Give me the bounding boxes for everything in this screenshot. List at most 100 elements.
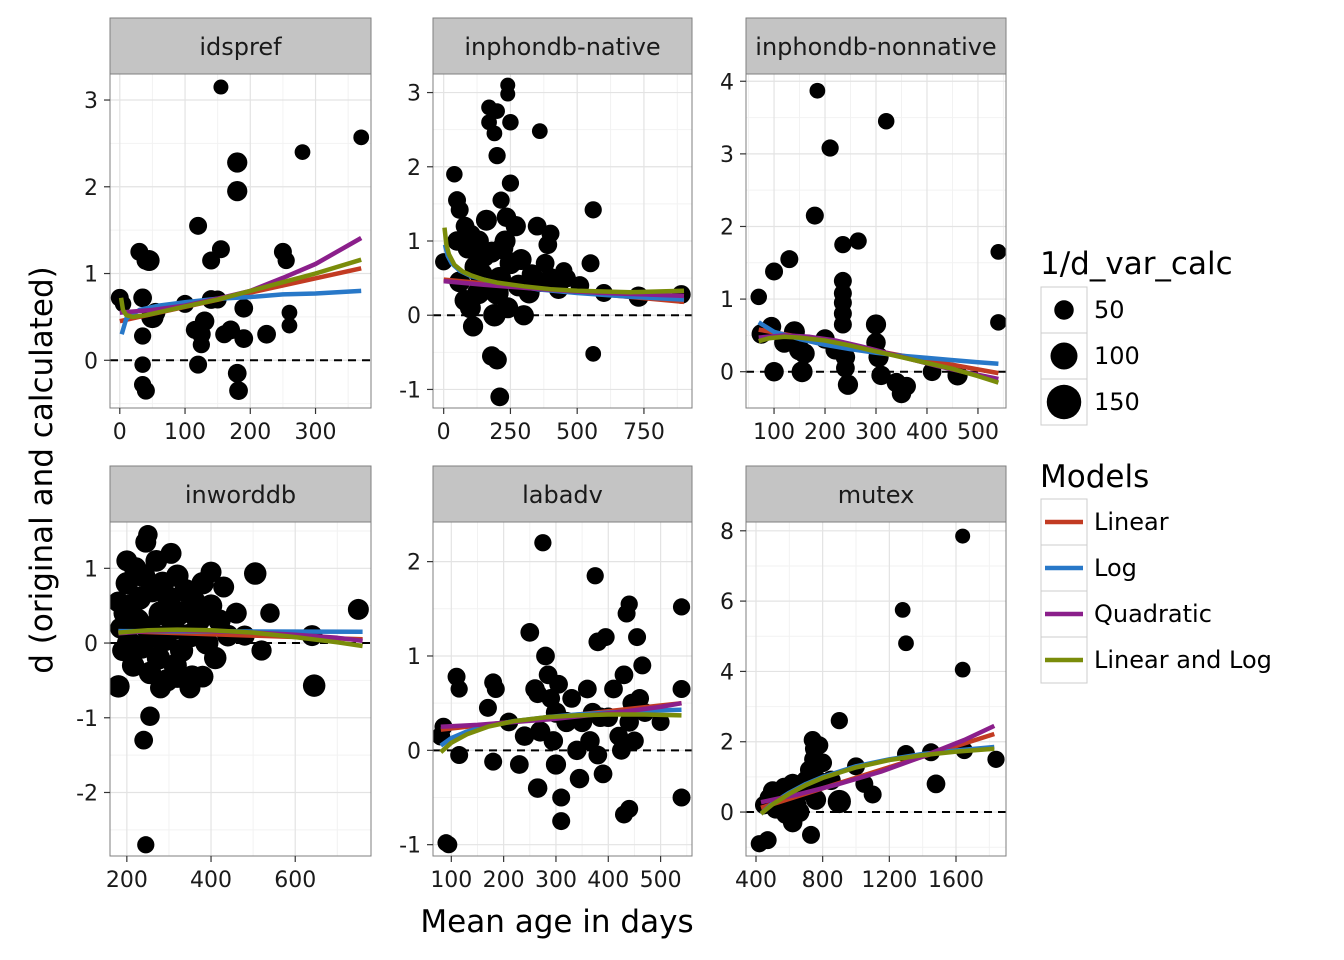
x-axis-title: Mean age in days xyxy=(420,904,693,940)
plot-area xyxy=(433,534,692,854)
x-tick-label: 800 xyxy=(802,868,844,893)
x-tick-label: 100 xyxy=(430,868,472,893)
y-tick-label: 8 xyxy=(720,520,734,545)
models-legend-label: Log xyxy=(1094,554,1137,582)
data-point xyxy=(134,730,154,750)
panel-strip xyxy=(109,465,372,523)
plot-area xyxy=(746,528,1006,853)
y-tick-label: 3 xyxy=(84,89,98,114)
data-point xyxy=(604,679,623,699)
data-point xyxy=(672,680,691,698)
data-point xyxy=(490,387,510,407)
size-legend-dot xyxy=(1046,384,1082,420)
data-point xyxy=(619,712,639,732)
data-point xyxy=(450,680,468,698)
data-point xyxy=(488,147,506,165)
data-point xyxy=(186,609,211,633)
data-point xyxy=(528,684,548,704)
data-point xyxy=(510,249,532,271)
data-point xyxy=(478,698,497,717)
panel-border xyxy=(109,521,372,857)
data-point xyxy=(834,236,852,254)
data-point xyxy=(584,201,602,219)
data-point xyxy=(500,86,516,102)
y-tick-label: 3 xyxy=(407,82,421,107)
data-point xyxy=(160,542,182,564)
panel-title: inworddb xyxy=(185,481,296,509)
size-legend-title: 1/d_var_calc xyxy=(1040,246,1233,282)
models-legend-label: Linear and Log xyxy=(1094,646,1272,674)
data-point xyxy=(302,674,326,697)
data-point xyxy=(651,713,670,732)
y-tick-label: 0 xyxy=(407,739,421,764)
data-point xyxy=(536,646,555,666)
panel-title: mutex xyxy=(838,481,915,509)
panel-title: idspref xyxy=(199,33,282,61)
data-point xyxy=(136,381,155,400)
data-point xyxy=(569,768,590,789)
data-point xyxy=(486,125,503,142)
x-tick-label: 200 xyxy=(483,868,525,893)
data-point xyxy=(827,789,851,814)
data-point xyxy=(805,206,824,225)
x-tick-label: 200 xyxy=(229,420,271,445)
data-point xyxy=(514,726,535,746)
legend: 1/d_var_calc 50 100 150 Models Linear Log Quadr… xyxy=(1040,246,1272,684)
data-point xyxy=(782,812,803,833)
model-line-linear-and-log xyxy=(118,627,363,649)
x-tick-label: 750 xyxy=(623,420,665,445)
data-point xyxy=(609,726,629,746)
model-line-linear-and-log xyxy=(439,712,682,754)
y-tick-label: -1 xyxy=(399,378,421,403)
panel-title: labadv xyxy=(522,481,603,509)
panel-title: inphondb-native xyxy=(464,33,660,61)
data-point xyxy=(672,598,691,616)
data-point xyxy=(243,562,267,585)
panel-inworddb: inworddb 200 400 600 -2 -1 0 1 xyxy=(76,465,372,893)
x-tick-label: 0 xyxy=(113,420,127,445)
data-point xyxy=(194,311,215,331)
data-point xyxy=(552,812,571,831)
panel-strip xyxy=(432,17,693,75)
x-tick-label: 500 xyxy=(957,420,999,445)
models-legend-label: Linear xyxy=(1094,508,1169,536)
x-tick-label: 400 xyxy=(587,868,629,893)
models-legend-title: Models xyxy=(1040,459,1149,495)
model-line-linear-and-log xyxy=(118,257,362,320)
data-point xyxy=(794,343,815,364)
data-point xyxy=(894,602,911,618)
data-point xyxy=(805,789,827,810)
plot-area xyxy=(110,79,371,401)
data-point xyxy=(225,602,247,624)
data-point xyxy=(780,250,799,269)
data-point xyxy=(836,358,855,378)
y-tick-label: 0 xyxy=(407,304,421,329)
x-tick-label: 100 xyxy=(753,420,795,445)
model-line-linear-and-log xyxy=(758,334,1000,385)
data-point xyxy=(277,251,295,270)
x-tick-label: 500 xyxy=(640,868,682,893)
data-point xyxy=(509,755,529,774)
data-point xyxy=(494,230,516,252)
data-point xyxy=(203,646,227,670)
model-line-linear-and-log xyxy=(759,746,995,816)
y-tick-label: 6 xyxy=(720,590,734,615)
x-tick-label: 500 xyxy=(556,420,598,445)
data-point xyxy=(116,550,138,572)
y-tick-label: 2 xyxy=(720,215,734,240)
data-point xyxy=(954,661,971,678)
data-point xyxy=(990,314,1006,331)
data-point xyxy=(484,752,503,771)
data-point xyxy=(137,836,155,854)
panel-strip xyxy=(745,17,1007,75)
data-point xyxy=(633,656,652,675)
data-point xyxy=(877,112,895,130)
panel-idspref: idspref 0 100 200 300 0 1 2 3 xyxy=(84,17,372,445)
panel-mutex: mutex 400 800 1200 1600 0 2 4 6 8 xyxy=(720,465,1007,893)
data-point xyxy=(440,836,458,854)
x-tick-label: 400 xyxy=(190,868,232,893)
y-tick-label: 2 xyxy=(407,156,421,181)
model-line-linear-and-log xyxy=(442,227,685,295)
y-tick-label: 4 xyxy=(720,70,734,95)
data-point xyxy=(581,254,600,273)
